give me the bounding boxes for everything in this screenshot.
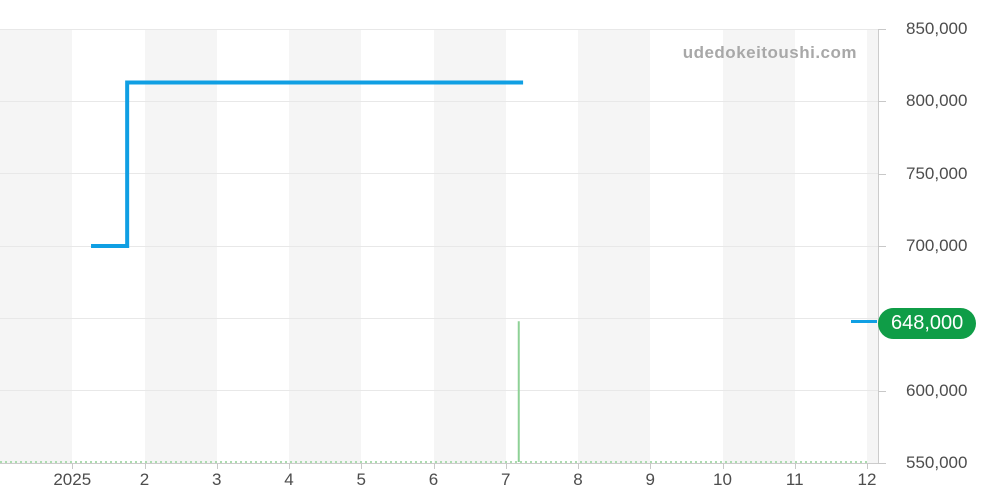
y-tick — [878, 246, 886, 247]
watermark: udedokeitoushi.com — [682, 43, 857, 62]
x-axis-label: 11 — [785, 470, 804, 489]
y-axis-label: 550,000 — [906, 453, 968, 472]
x-axis-label: 12 — [857, 470, 877, 489]
x-tick — [722, 463, 724, 469]
gridline — [0, 390, 878, 392]
x-tick — [216, 463, 218, 469]
current-price-badge: 648,000 — [878, 307, 977, 339]
x-tick — [794, 463, 796, 469]
x-axis-label: 2 — [139, 470, 150, 489]
x-axis-label: 4 — [284, 470, 294, 489]
y-axis-label: 600,000 — [906, 380, 968, 400]
x-axis-label: 6 — [428, 470, 439, 489]
y-tick — [878, 173, 886, 175]
y-axis-label: 850,000 — [906, 19, 968, 38]
x-axis-label: 10 — [713, 470, 732, 489]
gridline — [0, 317, 878, 319]
y-tick — [878, 29, 886, 30]
x-axis-label: 9 — [645, 470, 655, 489]
x-tick — [72, 463, 74, 469]
x-axis-label: 8 — [573, 470, 583, 489]
x-tick — [505, 463, 507, 469]
plot-area[interactable] — [0, 29, 878, 463]
gridline — [0, 28, 878, 30]
x-tick — [650, 463, 652, 469]
x-tick — [289, 463, 290, 469]
y-tick — [878, 101, 886, 103]
y-axis-label: 700,000 — [906, 236, 968, 255]
x-axis-label: 5 — [356, 470, 366, 489]
y-axis-label: 800,000 — [906, 91, 968, 111]
x-tick — [361, 463, 363, 469]
x-axis-label: 3 — [212, 470, 222, 489]
x-tick — [867, 463, 868, 469]
y-tick — [878, 390, 886, 392]
x-axis-line — [0, 463, 878, 464]
x-tick — [578, 463, 579, 469]
y-axis-label: 750,000 — [906, 163, 968, 183]
y-tick — [878, 463, 886, 464]
current-price-dash-icon — [851, 319, 877, 323]
x-tick — [144, 463, 146, 469]
x-tick — [433, 463, 435, 469]
x-axis-label: 2025 — [53, 470, 92, 489]
x-axis-label: 7 — [501, 470, 511, 489]
